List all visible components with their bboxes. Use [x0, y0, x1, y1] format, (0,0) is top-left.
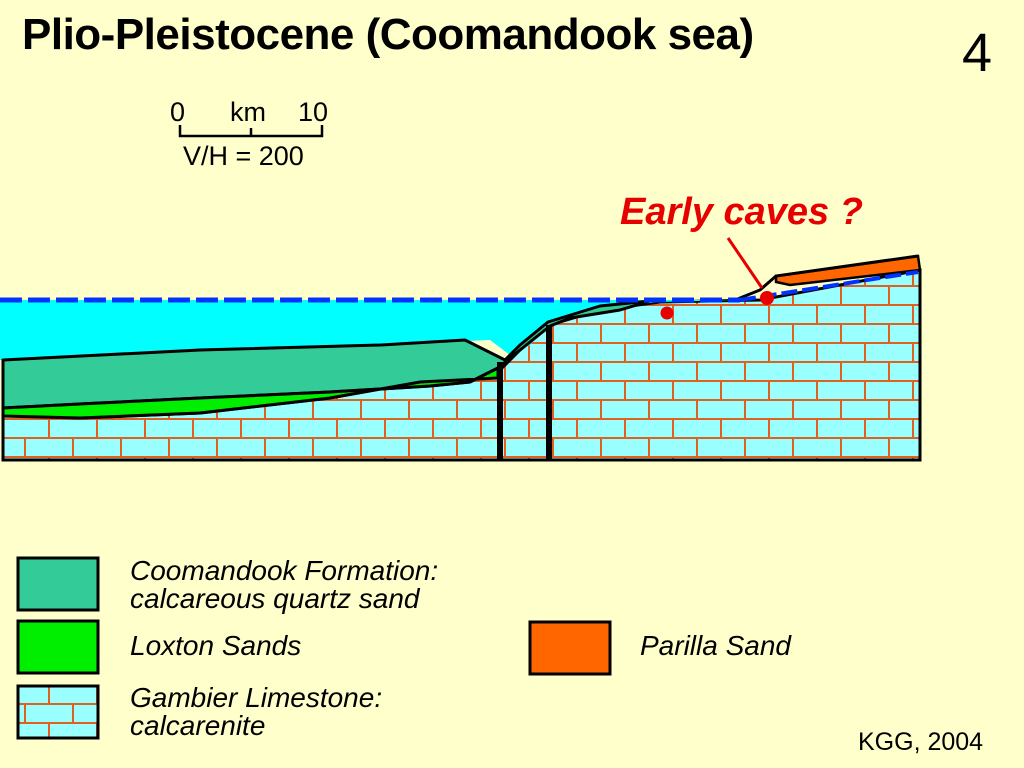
legend-loxton-line1: Loxton Sands [130, 630, 302, 661]
cave-marker-upper [760, 291, 774, 305]
credit-text: KGG, 2004 [858, 728, 984, 756]
scale-unit-label: km [230, 97, 266, 127]
legend-coomandook-line2: calcareous quartz sand [130, 583, 420, 614]
legend-coomandook-line1: Coomandook Formation: [130, 555, 439, 586]
legend-parilla-line1: Parilla Sand [640, 630, 791, 661]
scale-bar-line [178, 125, 324, 138]
legend-swatch-loxton [16, 619, 100, 675]
legend-gambier-line1: Gambier Limestone: [130, 682, 383, 713]
legend-swatch-gambier [16, 684, 100, 740]
legend-label-coomandook: Coomandook Formation: calcareous quartz … [130, 557, 438, 613]
legend-label-gambier: Gambier Limestone: calcarenite [130, 684, 382, 740]
legend-gambier-line2: calcarenite [130, 710, 266, 741]
page-title: Plio-Pleistocene (Coomandook sea) [22, 10, 754, 59]
legend-swatch-coomandook [16, 556, 100, 612]
cave-marker-lower [660, 306, 674, 320]
legend-label-parilla: Parilla Sand [640, 632, 791, 660]
scale-exaggeration-label: V/H = 200 [183, 141, 304, 171]
land-surface-line [734, 254, 919, 302]
sea-water [0, 300, 735, 360]
scale-zero-label: 0 [170, 97, 185, 127]
scale-bar: 0 km 10 V/H = 200 [170, 97, 328, 171]
legend-swatch-parilla [528, 620, 612, 676]
legend-label-loxton: Loxton Sands [130, 632, 301, 660]
early-caves-annotation: Early caves ? [620, 191, 863, 233]
scale-ten-label: 10 [298, 97, 328, 127]
annotation-pointer [726, 237, 764, 289]
slide-number: 4 [962, 23, 993, 83]
